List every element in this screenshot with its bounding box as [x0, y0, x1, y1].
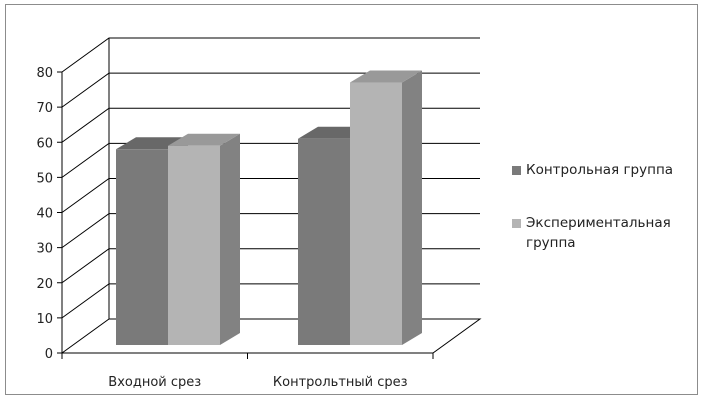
- legend-swatch-control: [512, 166, 521, 175]
- y-tick-label: 0: [45, 347, 53, 362]
- y-tick-label: 40: [36, 207, 53, 222]
- gridline: [61, 72, 480, 108]
- y-tick-label: 70: [36, 101, 53, 116]
- bar-side: [220, 133, 240, 345]
- gridline: [61, 37, 480, 73]
- bar-front: [168, 145, 220, 345]
- legend-item-experimental: Экспериментальная группа: [512, 213, 697, 253]
- y-tick-label: 80: [36, 66, 53, 81]
- bar-front: [116, 149, 168, 345]
- y-axis: 0 10 20 30 40 50 60 70 80: [36, 66, 63, 362]
- floor: [61, 318, 482, 354]
- y-tick-label: 60: [36, 136, 53, 151]
- legend: Контрольная группа Экспериментальная гру…: [512, 160, 697, 286]
- bar-top: [350, 70, 422, 83]
- x-axis: Входной срез Контрольтный срез: [61, 353, 434, 390]
- y-tick-label: 10: [36, 312, 53, 327]
- x-tick-label: Контрольтный срез: [273, 375, 408, 390]
- bars: [116, 70, 422, 345]
- bar: [168, 133, 240, 345]
- bar-front: [298, 138, 350, 345]
- bar: [350, 70, 422, 345]
- y-tick-label: 20: [36, 277, 53, 292]
- legend-label-control: Контрольная группа: [526, 162, 674, 178]
- bar-side: [402, 70, 422, 345]
- legend-label-experimental: Экспериментальная группа: [526, 215, 671, 251]
- legend-item-control: Контрольная группа: [512, 160, 697, 180]
- bar-front: [350, 82, 402, 345]
- y-tick-label: 30: [36, 242, 53, 257]
- bar-top: [168, 133, 240, 146]
- y-tick-label: 50: [36, 171, 53, 186]
- x-tick-label: Входной срез: [108, 375, 201, 390]
- legend-swatch-experimental: [512, 219, 521, 228]
